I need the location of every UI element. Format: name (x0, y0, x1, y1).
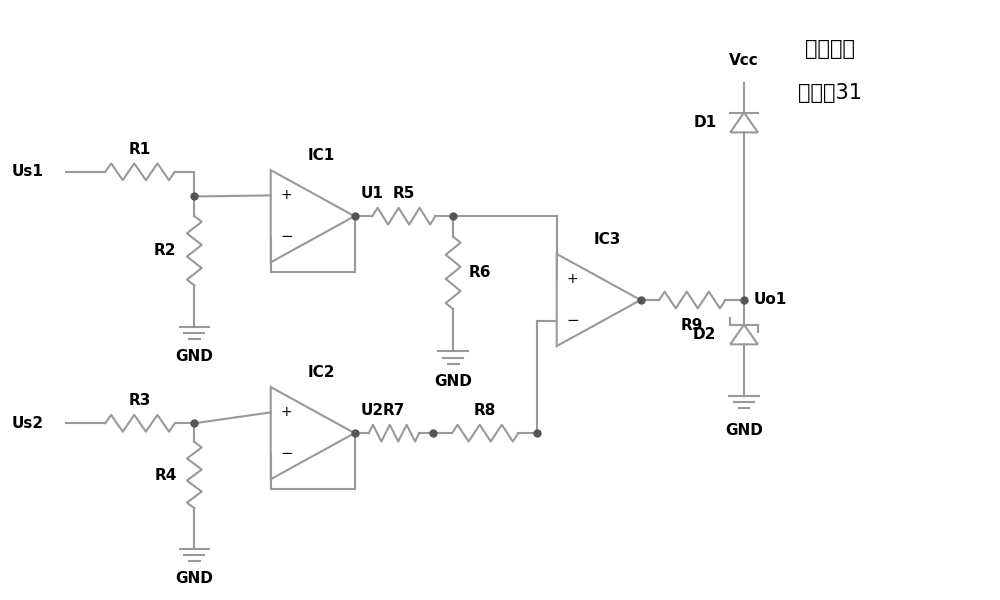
Text: −: − (567, 313, 579, 328)
Text: R7: R7 (383, 403, 405, 418)
Text: R9: R9 (681, 318, 703, 333)
Text: R8: R8 (474, 403, 496, 418)
Text: IC2: IC2 (308, 365, 335, 380)
Text: GND: GND (725, 423, 763, 438)
Text: IC3: IC3 (594, 232, 621, 247)
Text: −: − (281, 229, 293, 244)
Text: R5: R5 (393, 187, 415, 202)
Text: U2: U2 (360, 403, 384, 418)
Text: 差分放大: 差分放大 (805, 38, 855, 59)
Text: Us1: Us1 (12, 164, 44, 179)
Text: D2: D2 (693, 327, 716, 342)
Text: D1: D1 (693, 115, 716, 130)
Text: R3: R3 (129, 394, 151, 409)
Text: Uo1: Uo1 (754, 292, 787, 307)
Text: IC1: IC1 (308, 148, 335, 163)
Text: 子电路31: 子电路31 (798, 83, 862, 103)
Text: R6: R6 (469, 265, 491, 280)
Text: GND: GND (175, 349, 213, 364)
Text: Us2: Us2 (12, 416, 44, 431)
Text: U1: U1 (360, 187, 383, 202)
Text: GND: GND (434, 374, 472, 389)
Text: R2: R2 (154, 243, 177, 258)
Text: +: + (281, 188, 292, 202)
Text: GND: GND (175, 571, 213, 586)
Text: +: + (281, 406, 292, 419)
Text: +: + (567, 272, 578, 286)
Text: R4: R4 (154, 467, 177, 482)
Text: Vcc: Vcc (729, 53, 759, 68)
Text: −: − (281, 446, 293, 461)
Text: R1: R1 (129, 142, 151, 157)
